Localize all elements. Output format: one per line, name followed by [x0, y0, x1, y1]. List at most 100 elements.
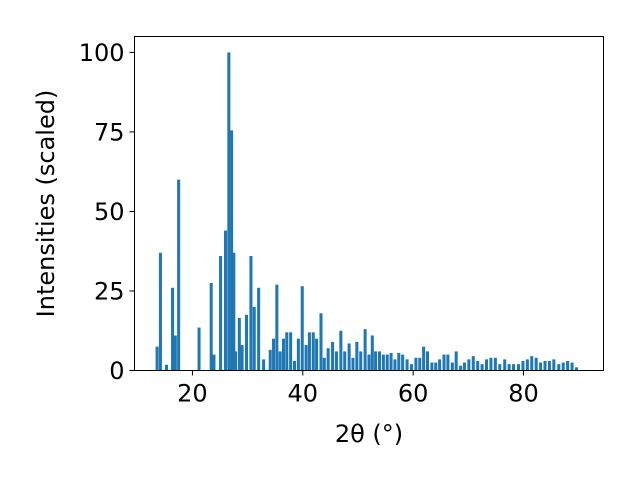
bar: [381, 354, 385, 371]
bar: [467, 359, 471, 371]
bar: [249, 255, 253, 371]
bar: [155, 346, 159, 371]
bar: [389, 353, 393, 371]
y-axis: 0 25 50 75 100: [79, 39, 135, 385]
bar: [304, 345, 308, 371]
bar: [438, 359, 442, 371]
bar: [331, 341, 335, 371]
x-tick-label: 60: [398, 380, 429, 408]
bar: [343, 351, 347, 371]
bar: [244, 314, 249, 371]
bar: [315, 338, 319, 371]
bar: [507, 364, 511, 371]
bar: [278, 351, 282, 371]
bar: [227, 52, 231, 371]
bar: [257, 287, 261, 371]
bar: [272, 338, 276, 371]
bar: [219, 255, 223, 371]
x-tick-label: 80: [508, 380, 539, 408]
bar-series: [155, 52, 578, 371]
bar: [177, 179, 181, 371]
bar: [525, 359, 529, 371]
bar: [430, 362, 434, 371]
bar: [566, 360, 570, 371]
bar: [459, 365, 463, 371]
bar: [285, 332, 289, 371]
bar: [414, 357, 418, 371]
bar: [233, 351, 237, 371]
bar: [268, 349, 272, 371]
bar: [262, 359, 266, 371]
bar: [434, 362, 438, 371]
bar: [409, 364, 413, 371]
bar: [530, 356, 534, 371]
bar: [498, 364, 502, 371]
bar: [237, 318, 241, 371]
bar: [311, 332, 315, 371]
x-axis: 20 40 60 80: [177, 370, 539, 408]
bar: [493, 357, 497, 371]
bar: [393, 359, 397, 371]
bar: [485, 359, 489, 371]
bar: [339, 330, 343, 371]
bar: [450, 362, 454, 371]
bar: [454, 351, 458, 371]
bar: [377, 351, 381, 371]
bar: [300, 286, 304, 371]
bar: [232, 252, 236, 371]
bar: [503, 359, 507, 371]
bar: [355, 341, 359, 371]
bar: [367, 354, 371, 371]
bar: [171, 287, 175, 371]
bar: [347, 343, 351, 371]
bar: [334, 351, 338, 371]
bar: [561, 362, 565, 371]
bar: [543, 360, 547, 371]
y-tick-label: 0: [109, 357, 124, 385]
y-tick-label: 100: [79, 39, 125, 67]
bar: [173, 335, 177, 371]
x-axis-label: 2θ (°): [335, 420, 403, 448]
bar: [307, 332, 311, 371]
bar: [319, 313, 323, 371]
bar: [252, 306, 256, 371]
plot-frame: [134, 36, 604, 371]
bar: [281, 338, 285, 371]
bar: [230, 130, 234, 371]
bar: [374, 351, 378, 371]
bar: [292, 360, 297, 371]
bar: [521, 360, 525, 371]
bar: [397, 353, 401, 371]
bar: [512, 364, 516, 371]
bar: [471, 356, 475, 371]
bar: [385, 354, 389, 371]
bar: [363, 329, 367, 371]
bar: [418, 357, 422, 371]
y-axis-label: Intensities (scaled): [32, 90, 60, 318]
bar: [547, 360, 551, 371]
bar: [212, 354, 216, 371]
bar: [289, 332, 293, 371]
x-tick-label: 20: [177, 380, 208, 408]
bar: [322, 357, 326, 371]
bar: [422, 346, 426, 371]
bar: [425, 351, 429, 371]
bar: [275, 284, 279, 371]
bar: [446, 354, 450, 371]
bar: [197, 327, 201, 371]
bar: [401, 354, 405, 371]
y-tick-label: 50: [94, 198, 125, 226]
bar: [326, 348, 330, 371]
bar: [158, 252, 162, 371]
bar: [359, 351, 363, 371]
bar: [370, 335, 374, 371]
bar: [209, 283, 213, 371]
bar: [476, 360, 480, 371]
bar: [351, 357, 355, 371]
bar: [224, 230, 228, 371]
bar: [442, 354, 446, 371]
bar: [517, 364, 521, 371]
bar: [557, 364, 561, 371]
bar: [240, 345, 244, 371]
bar: [552, 359, 556, 371]
